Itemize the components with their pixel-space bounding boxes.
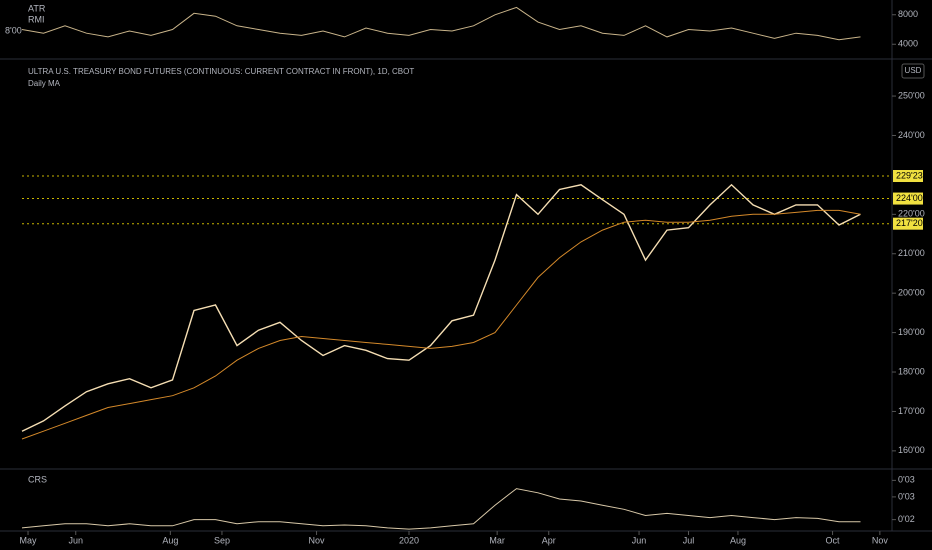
series-line xyxy=(21,6,861,41)
series-line xyxy=(21,488,861,530)
y-tick-label: 0'02 xyxy=(898,514,915,524)
x-tick-label: Jun xyxy=(632,535,647,545)
price-level-tag xyxy=(893,217,923,230)
y-tick-label: 0'03 xyxy=(898,475,915,485)
panel-title: ATR xyxy=(28,3,46,13)
x-tick-label: Oct xyxy=(826,535,841,545)
x-tick-label: Mar xyxy=(489,535,505,545)
x-tick-label: Apr xyxy=(542,535,556,545)
legend-entry: RMI xyxy=(28,14,45,24)
currency[interactable]: USD xyxy=(905,66,922,75)
y-tick-label: 190'00 xyxy=(898,327,925,337)
x-tick-label: May xyxy=(20,535,38,545)
series-line xyxy=(21,209,861,440)
y-tick-label: 170'00 xyxy=(898,406,925,416)
y-tick-label: 160'00 xyxy=(898,445,925,455)
y-tick-label: 180'00 xyxy=(898,366,925,376)
y-tick-label: 200'00 xyxy=(898,288,925,298)
panel-title: CRS xyxy=(28,474,47,484)
price-level-label: 229'23 xyxy=(896,170,923,180)
y-tick-label: 0'03 xyxy=(898,491,915,501)
price-level-label: 224'00 xyxy=(896,193,923,203)
y-tick-label: 210'00 xyxy=(898,248,925,258)
x-tick-label: 2020 xyxy=(399,535,419,545)
y-tick-label: 4000 xyxy=(898,39,918,49)
y-tick-label: 240'00 xyxy=(898,130,925,140)
left-label: 8'00 xyxy=(5,25,22,35)
price-level-tag xyxy=(893,170,923,183)
price-level-tag xyxy=(893,192,923,205)
x-tick-label: Nov xyxy=(872,535,889,545)
y-tick-label: 250'00 xyxy=(898,90,925,100)
y-tick-label: 8000 xyxy=(898,9,918,19)
chart-title: ULTRA U.S. TREASURY BOND FUTURES (CONTIN… xyxy=(28,67,414,76)
currency-box[interactable] xyxy=(901,63,925,79)
series-line xyxy=(21,183,861,432)
x-tick-label: Jun xyxy=(68,535,83,545)
x-tick-label: Jul xyxy=(683,535,695,545)
x-tick-label: Aug xyxy=(162,535,178,545)
y-tick-label: 220'00 xyxy=(898,209,925,219)
x-tick-label: Aug xyxy=(730,535,746,545)
price-level-label: 217'20 xyxy=(896,218,923,228)
x-tick-label: Nov xyxy=(309,535,326,545)
chart-subtitle: Daily MA xyxy=(28,79,61,88)
x-tick-label: Sep xyxy=(214,535,230,545)
